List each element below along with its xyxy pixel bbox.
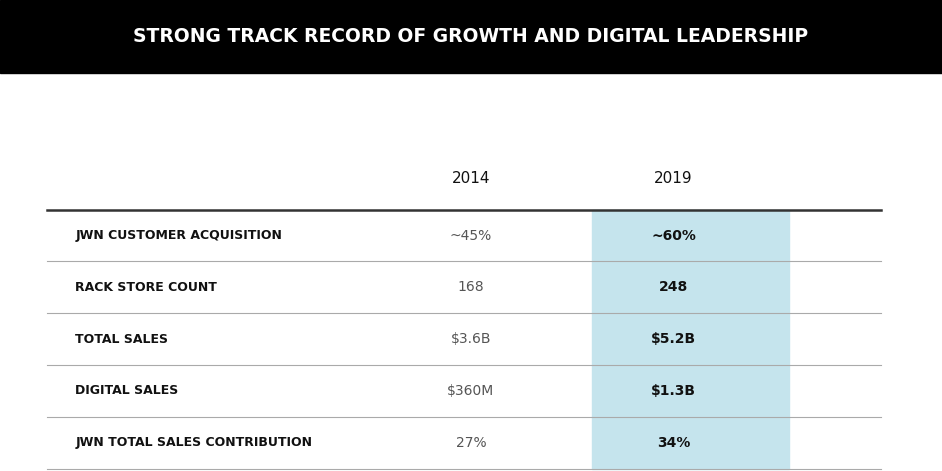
Bar bbox=[0, 0, 942, 73]
Text: $5.2B: $5.2B bbox=[651, 332, 696, 346]
Text: RACK STORE COUNT: RACK STORE COUNT bbox=[75, 281, 218, 294]
Bar bbox=[592, 210, 789, 469]
Text: $1.3B: $1.3B bbox=[651, 384, 696, 398]
Text: 2014: 2014 bbox=[452, 171, 490, 187]
Text: STRONG TRACK RECORD OF GROWTH AND DIGITAL LEADERSHIP: STRONG TRACK RECORD OF GROWTH AND DIGITA… bbox=[134, 27, 808, 46]
Text: ~60%: ~60% bbox=[651, 228, 696, 243]
Text: 27%: 27% bbox=[456, 436, 486, 450]
Text: JWN CUSTOMER ACQUISITION: JWN CUSTOMER ACQUISITION bbox=[75, 229, 283, 242]
Text: JWN TOTAL SALES CONTRIBUTION: JWN TOTAL SALES CONTRIBUTION bbox=[75, 436, 313, 449]
Text: 168: 168 bbox=[458, 280, 484, 294]
Text: $360M: $360M bbox=[447, 384, 495, 398]
Text: 248: 248 bbox=[658, 280, 689, 294]
Text: 34%: 34% bbox=[657, 436, 690, 450]
Text: $3.6B: $3.6B bbox=[451, 332, 491, 346]
Text: ~45%: ~45% bbox=[450, 228, 492, 243]
Text: TOTAL SALES: TOTAL SALES bbox=[75, 333, 169, 346]
Text: 2019: 2019 bbox=[654, 171, 693, 187]
Text: DIGITAL SALES: DIGITAL SALES bbox=[75, 384, 179, 398]
